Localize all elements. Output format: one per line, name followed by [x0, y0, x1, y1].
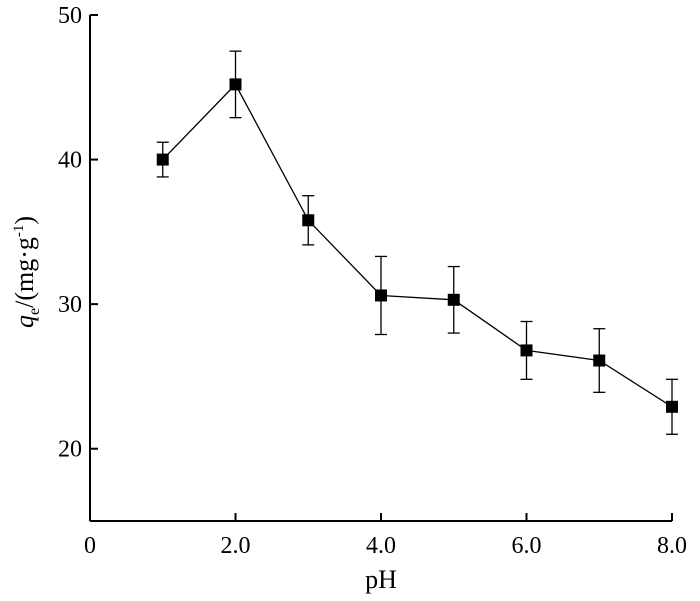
- y-axis-title: qe/(mg·g-1): [10, 216, 43, 328]
- data-point-5: [520, 344, 533, 357]
- y-ticks: 20 30 40 50: [58, 3, 98, 463]
- x-tick-label-1: 2.0: [221, 533, 251, 559]
- y-tick-label-1: 30: [58, 292, 82, 318]
- data-point-7: [666, 400, 678, 413]
- y-tick-label-3: 50: [58, 3, 82, 29]
- data-points: [156, 78, 678, 413]
- x-tick-label-4: 8.0: [657, 533, 687, 559]
- y-axis-title-unit: /(mg·g: [10, 237, 39, 308]
- data-point-4: [447, 293, 460, 306]
- data-point-6: [593, 354, 606, 367]
- x-tick-label-3: 6.0: [512, 533, 542, 559]
- x-tick-label-2: 4.0: [366, 533, 396, 559]
- data-point-0: [156, 153, 169, 166]
- series-line-group: [162, 83, 673, 408]
- y-axis-title-sub: e: [26, 308, 43, 315]
- y-tick-label-0: 20: [58, 437, 82, 463]
- x-ticks: 0 2.0 4.0 6.0 8.0: [84, 513, 687, 559]
- y-axis-title-main: q: [10, 315, 39, 328]
- data-point-1: [229, 78, 242, 91]
- series-line: [162, 83, 673, 408]
- data-point-3: [375, 289, 387, 302]
- error-bars: [156, 50, 678, 435]
- x-axis-title: pH: [365, 565, 397, 594]
- y-tick-label-2: 40: [58, 148, 82, 174]
- y-axis-title-close: ): [10, 216, 39, 225]
- x-tick-label-0: 0: [84, 533, 96, 559]
- data-point-2: [302, 214, 315, 227]
- y-axis-title-sup: -1: [11, 225, 27, 238]
